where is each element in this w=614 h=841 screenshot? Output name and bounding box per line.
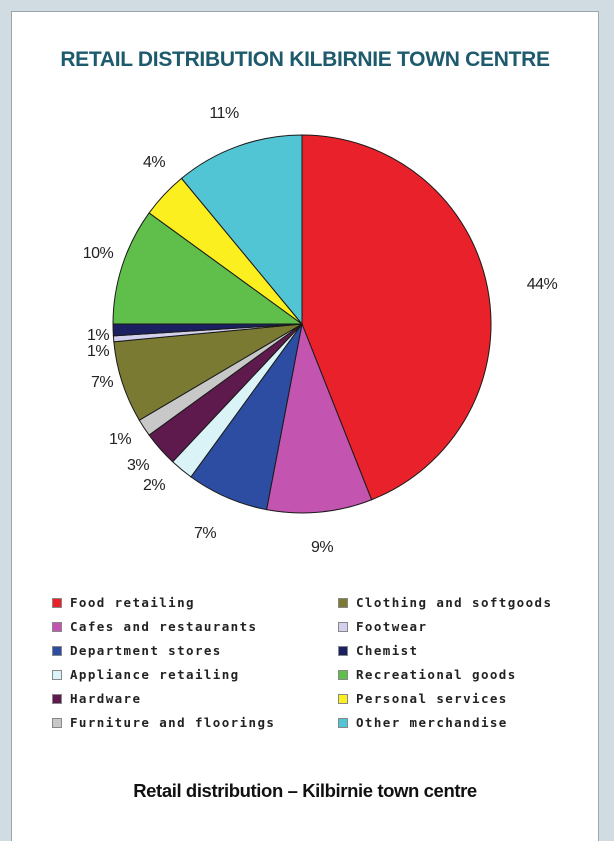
- legend-swatch: [52, 693, 62, 704]
- legend-label: Footwear: [356, 619, 428, 634]
- pie-slice-food-retailing: [301, 134, 492, 501]
- pie-label-cafes-and-restaurants: 9%: [311, 539, 333, 556]
- legend-item-furniture-and-floorings: Furniture and floorings: [52, 715, 275, 730]
- pie-label-footwear: 1%: [87, 343, 109, 360]
- legend-item-footwear: Footwear: [338, 619, 427, 634]
- legend-swatch: [338, 621, 348, 632]
- pie-label-food-retailing: 44%: [527, 276, 558, 293]
- pie-label-chemist: 1%: [87, 327, 109, 344]
- legend-swatch: [338, 717, 348, 728]
- legend-item-food-retailing: Food retailing: [52, 595, 195, 610]
- pie-label-department-stores: 7%: [194, 525, 216, 542]
- legend-label: Personal services: [356, 691, 508, 706]
- pie-label-personal-services: 4%: [143, 154, 165, 171]
- legend-label: Department stores: [70, 643, 222, 658]
- legend-label: Hardware: [70, 691, 142, 706]
- chart-card: RETAIL DISTRIBUTION KILBIRNIE TOWN CENTR…: [11, 11, 599, 841]
- legend-item-other-merchandise: Other merchandise: [338, 715, 508, 730]
- legend-swatch: [52, 717, 62, 728]
- legend-item-cafes-and-restaurants: Cafes and restaurants: [52, 619, 257, 634]
- legend-swatch: [52, 669, 62, 680]
- legend-item-department-stores: Department stores: [52, 643, 222, 658]
- pie-chart: 44%9%7%2%3%1%7%1%1%10%4%11%: [83, 105, 558, 556]
- legend-swatch: [338, 669, 348, 680]
- pie-slice-cafes-and-restaurants: [265, 322, 373, 514]
- legend-label: Furniture and floorings: [70, 715, 276, 730]
- chart-caption: Retail distribution – Kilbirnie town cen…: [133, 780, 477, 801]
- legend-item-chemist: Chemist: [338, 643, 418, 658]
- legend-swatch: [52, 597, 62, 608]
- pie-label-other-merchandise: 11%: [209, 105, 239, 122]
- chart-title: RETAIL DISTRIBUTION KILBIRNIE TOWN CENTR…: [60, 48, 550, 71]
- legend-swatch: [52, 645, 62, 656]
- legend-swatch: [338, 597, 348, 608]
- pie-label-appliance-retailing: 2%: [143, 477, 165, 494]
- pie-label-recreational-goods: 10%: [83, 245, 114, 262]
- legend-item-recreational-goods: Recreational goods: [338, 667, 517, 682]
- legend-swatch: [338, 693, 348, 704]
- pie-slice-other-merchandise: [180, 134, 303, 326]
- legend-item-appliance-retailing: Appliance retailing: [52, 667, 240, 682]
- legend-label: Other merchandise: [356, 715, 508, 730]
- legend-item-personal-services: Personal services: [338, 691, 508, 706]
- legend-label: Cafes and restaurants: [70, 619, 258, 634]
- pie-slice-recreational-goods: [112, 212, 304, 325]
- legend-swatch: [52, 621, 62, 632]
- pie-label-furniture-and-floorings: 1%: [109, 431, 131, 448]
- legend-label: Chemist: [356, 643, 419, 658]
- legend-item-clothing-and-softgoods: Clothing and softgoods: [338, 595, 552, 610]
- pie-label-clothing-and-softgoods: 7%: [91, 374, 113, 391]
- legend-label: Recreational goods: [356, 667, 517, 682]
- legend-label: Clothing and softgoods: [356, 595, 553, 610]
- pie-label-hardware: 3%: [127, 457, 149, 474]
- legend-label: Appliance retailing: [70, 667, 240, 682]
- legend-swatch: [338, 645, 348, 656]
- legend-item-hardware: Hardware: [52, 691, 141, 706]
- legend-label: Food retailing: [70, 595, 195, 610]
